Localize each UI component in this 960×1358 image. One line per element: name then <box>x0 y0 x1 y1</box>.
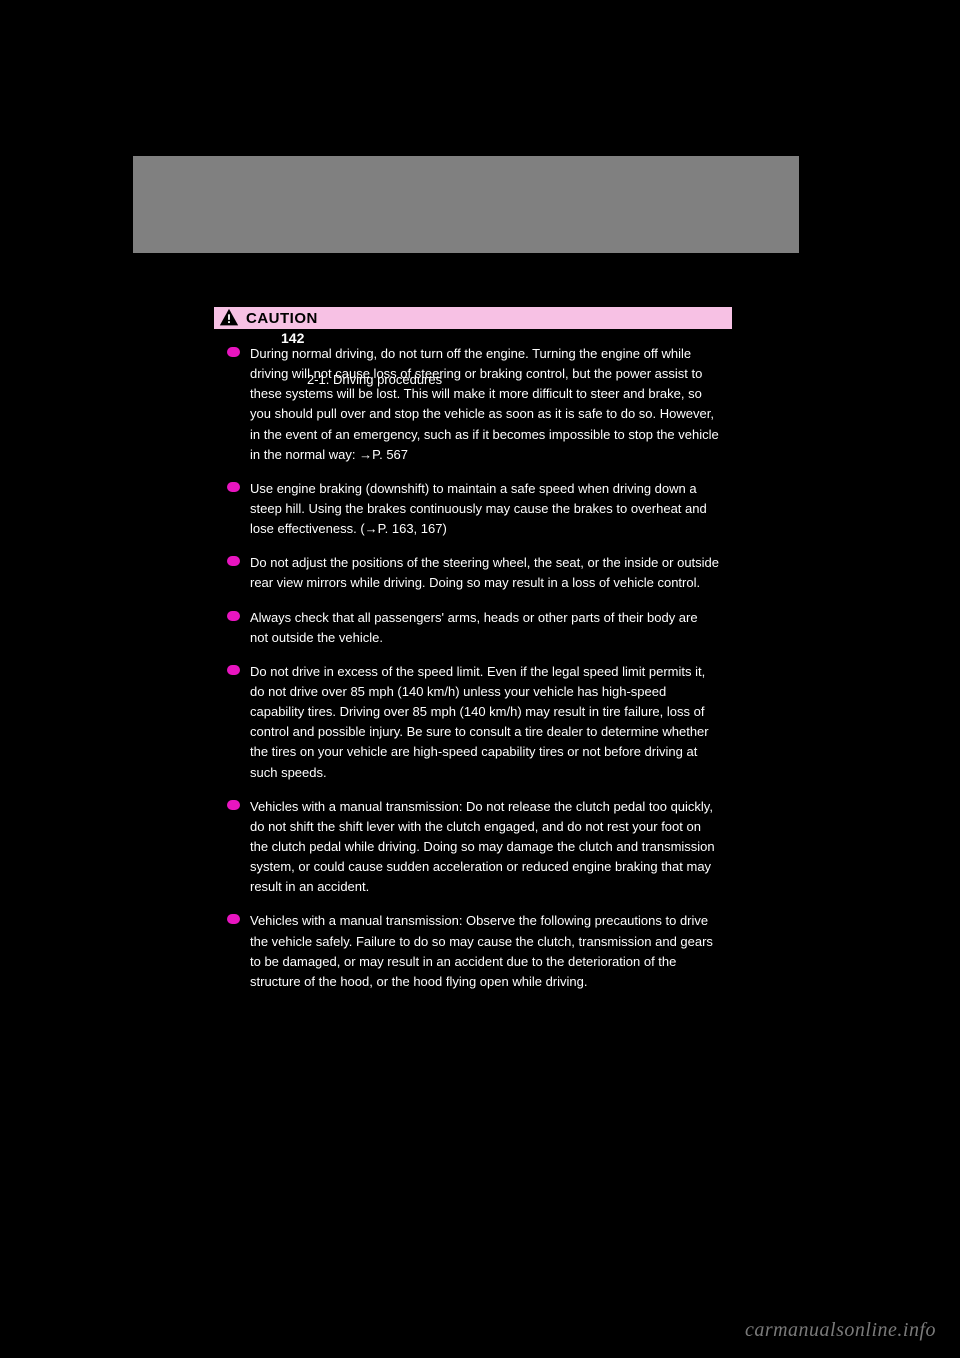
caution-item-text: Do not adjust the positions of the steer… <box>250 553 719 593</box>
warning-triangle-icon <box>218 307 240 329</box>
bullet-icon <box>227 482 240 492</box>
caution-block: CAUTION During normal driving, do not tu… <box>213 306 733 1006</box>
caution-item: During normal driving, do not turn off t… <box>227 344 719 465</box>
caution-item-text: Vehicles with a manual transmission: Do … <box>250 797 719 898</box>
caution-item-text: Do not drive in excess of the speed limi… <box>250 662 719 783</box>
bullet-icon <box>227 800 240 810</box>
bullet-icon <box>227 914 240 924</box>
caution-item-text: Use engine braking (downshift) to mainta… <box>250 479 719 539</box>
manual-page: 142 2-1. Driving procedures CAUTION Duri… <box>0 0 960 1358</box>
caution-item: Do not drive in excess of the speed limi… <box>227 662 719 783</box>
caution-item: Always check that all passengers' arms, … <box>227 608 719 648</box>
caution-item-text: Vehicles with a manual transmission: Obs… <box>250 911 719 992</box>
caution-item-list: During normal driving, do not turn off t… <box>213 344 733 992</box>
caution-item-text: During normal driving, do not turn off t… <box>250 344 719 465</box>
bullet-icon <box>227 556 240 566</box>
caution-label: CAUTION <box>246 310 318 327</box>
bullet-icon <box>227 611 240 621</box>
caution-item-text: Always check that all passengers' arms, … <box>250 608 719 648</box>
watermark: carmanualsonline.info <box>745 1319 936 1342</box>
caution-item: Use engine braking (downshift) to mainta… <box>227 479 719 539</box>
caution-header: CAUTION <box>213 306 733 330</box>
caution-item: Vehicles with a manual transmission: Obs… <box>227 911 719 992</box>
caution-item: Do not adjust the positions of the steer… <box>227 553 719 593</box>
bullet-icon <box>227 347 240 357</box>
caution-item: Vehicles with a manual transmission: Do … <box>227 797 719 898</box>
header-band: 142 2-1. Driving procedures <box>133 156 799 253</box>
bullet-icon <box>227 665 240 675</box>
